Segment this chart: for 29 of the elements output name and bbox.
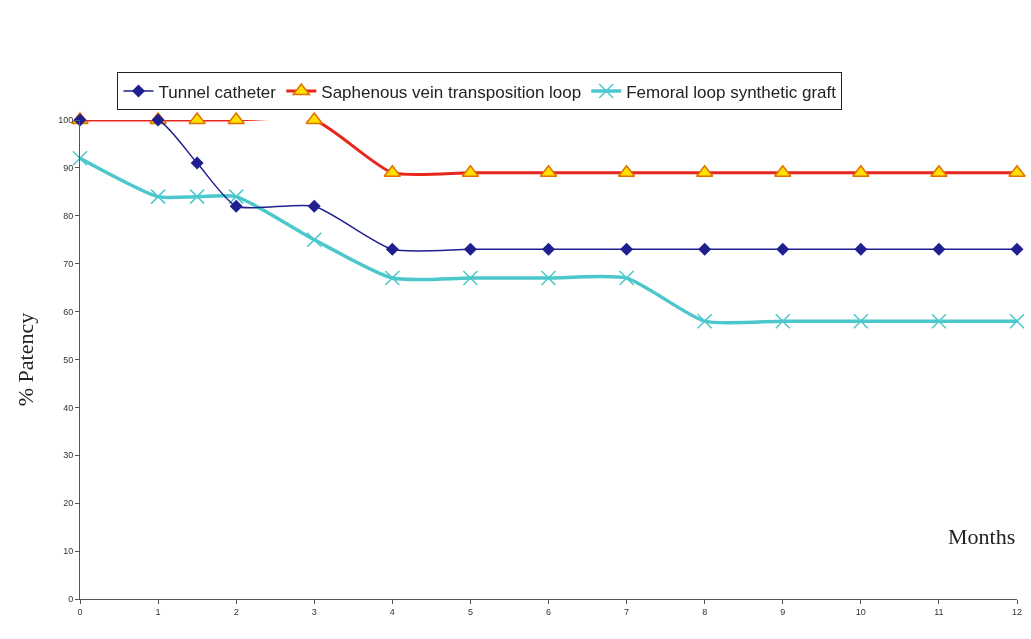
x-tick-label: 11	[934, 606, 944, 617]
y-tick-label: 80	[63, 210, 74, 221]
y-tick-label: 50	[63, 354, 74, 365]
x-tick-label: 10	[855, 606, 866, 617]
y-tick-label: 10	[63, 546, 74, 557]
x-tick-label: 0	[77, 606, 83, 617]
x-tick-label: 5	[467, 606, 473, 617]
x-tick-label: 6	[545, 606, 552, 617]
x-tick-label: 1	[155, 606, 161, 617]
y-tick-label: 30	[63, 450, 74, 461]
x-tick-label: 12	[1011, 606, 1023, 617]
y-tick-label: 20	[63, 498, 74, 509]
x-tick-label: 9	[780, 606, 786, 617]
x-tick-label: 8	[702, 606, 708, 617]
y-tick-label: 40	[63, 402, 74, 413]
y-tick-label: 90	[63, 163, 74, 174]
y-tick-label: 60	[63, 306, 74, 317]
x-axis-title: Months	[948, 524, 1016, 549]
y-tick-label: 0	[68, 594, 74, 605]
x-tick-label: 2	[233, 606, 239, 617]
y-tick-label: 70	[63, 258, 74, 269]
legend-label: Saphenous vein transposition loop	[321, 82, 582, 102]
x-tick-label: 3	[311, 606, 317, 617]
y-axis-title: % Patency	[12, 312, 38, 407]
legend-label: Tunnel catheter	[158, 82, 277, 102]
y-tick-label: 100	[58, 115, 74, 126]
x-tick-label: 7	[624, 606, 630, 617]
legend-label: Femoral loop synthetic graft	[626, 82, 837, 102]
x-tick-label: 4	[389, 606, 395, 617]
